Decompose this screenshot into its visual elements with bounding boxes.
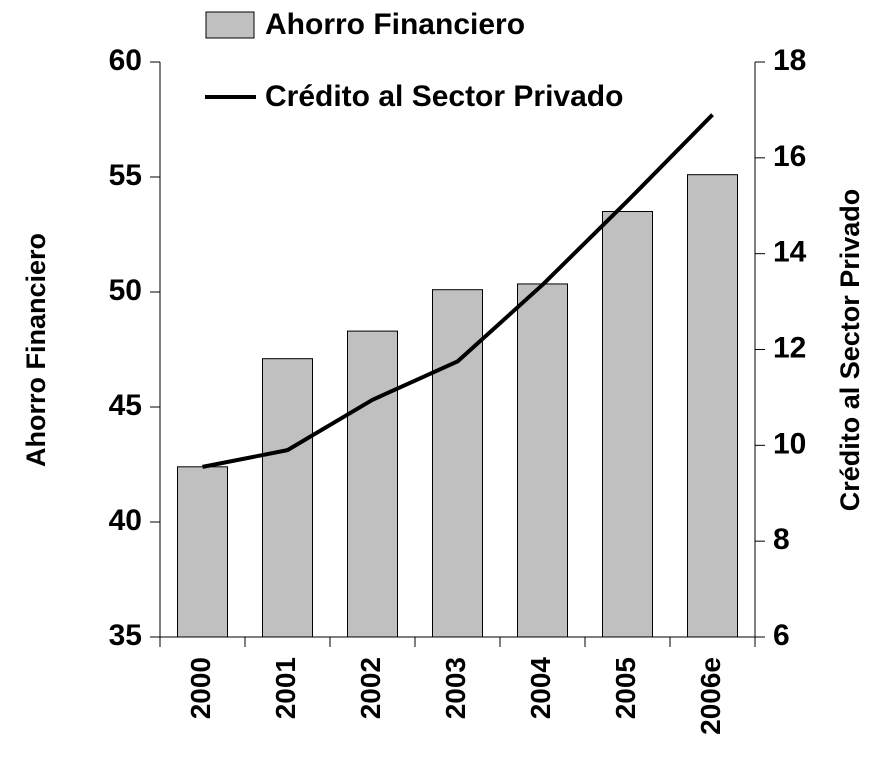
x-tick-label: 2002 xyxy=(355,657,386,719)
y-tick-label: 50 xyxy=(109,274,142,307)
y2-axis-title: Crédito al Sector Privado xyxy=(835,189,865,512)
y-tick-label: 60 xyxy=(109,44,142,77)
legend-label: Ahorro Financiero xyxy=(265,8,525,41)
y2-tick-label: 8 xyxy=(773,523,790,556)
legend-label: Crédito al Sector Privado xyxy=(265,80,623,113)
y2-tick-label: 18 xyxy=(773,44,806,77)
x-tick-label: 2000 xyxy=(185,657,216,719)
y2-tick-label: 10 xyxy=(773,427,806,460)
bar xyxy=(687,174,738,638)
bar xyxy=(432,289,483,638)
x-tick-label: 2001 xyxy=(270,657,301,719)
y-tick-label: 45 xyxy=(109,389,142,422)
bar xyxy=(602,211,653,638)
x-tick-label: 2004 xyxy=(525,657,556,720)
y2-tick-label: 12 xyxy=(773,331,806,364)
x-tick-label: 2006e xyxy=(695,657,726,735)
y2-tick-label: 6 xyxy=(773,619,790,652)
y-tick-label: 40 xyxy=(109,504,142,537)
y-axis-title: Ahorro Financiero xyxy=(21,233,51,467)
bar xyxy=(262,358,313,638)
y-tick-label: 55 xyxy=(109,159,142,192)
legend-swatch xyxy=(205,11,255,39)
y-tick-label: 35 xyxy=(109,619,142,652)
y2-tick-label: 16 xyxy=(773,140,806,173)
y2-tick-label: 14 xyxy=(773,236,807,269)
x-tick-label: 2003 xyxy=(440,657,471,719)
bar xyxy=(517,283,568,638)
bar xyxy=(347,330,398,638)
bar xyxy=(177,466,228,638)
line xyxy=(202,113,714,469)
x-tick-label: 2005 xyxy=(610,657,641,719)
